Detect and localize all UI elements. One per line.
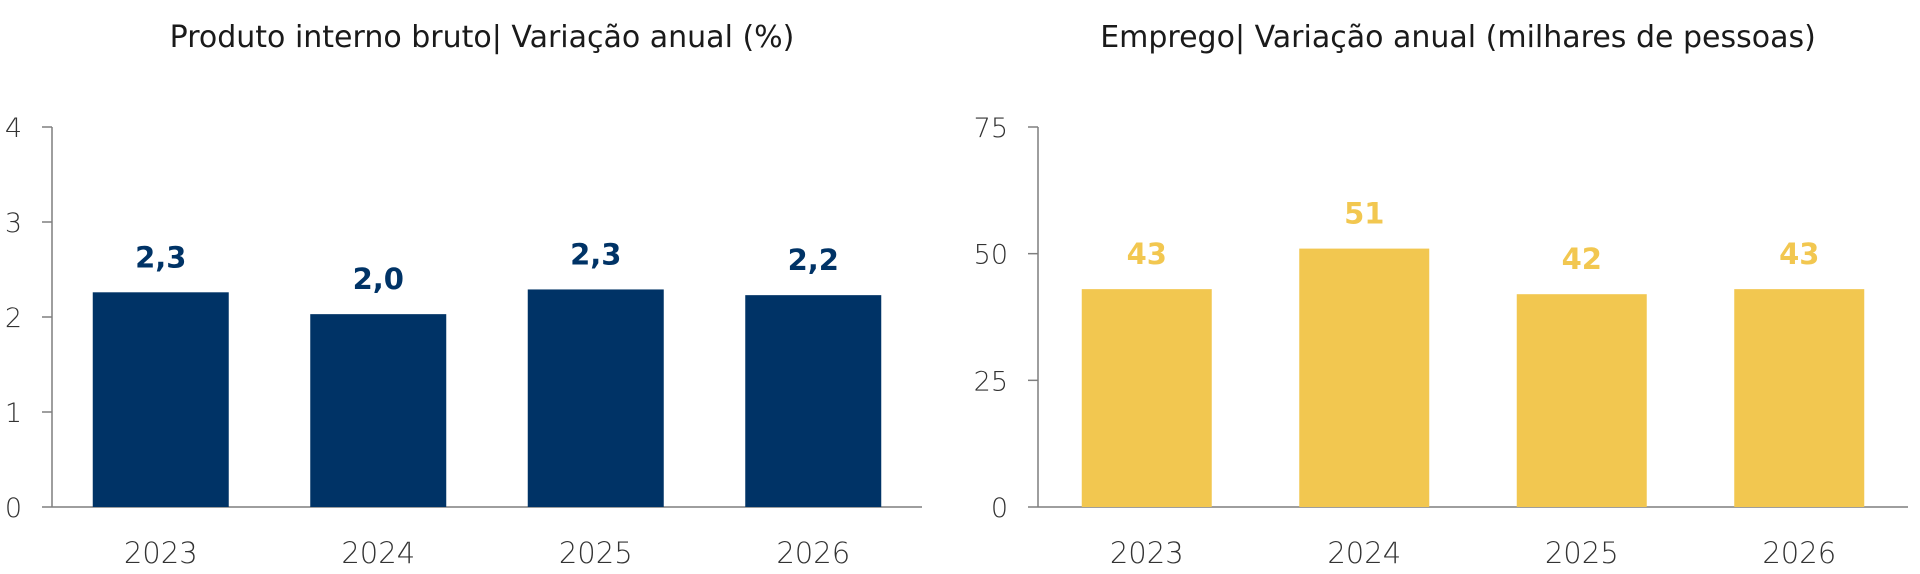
employment-y-tick-label: 0 [991,493,1008,524]
employment-bar-2023 [1081,289,1212,507]
gdp-category-label: 2024 [341,536,415,570]
gdp-y-tick-label: 3 [5,208,22,239]
gdp-category-label: 2025 [559,536,633,570]
gdp-y-tick-label: 4 [5,113,22,144]
employment-category-label: 2024 [1327,536,1401,570]
employment-category-label: 2023 [1110,536,1184,570]
employment-y-tick-label: 75 [974,113,1008,144]
gdp-bar-2024 [310,314,447,507]
employment-data-label: 42 [1562,242,1602,276]
gdp-y-tick-label: 1 [5,398,22,429]
gdp-bar-2026 [745,295,882,507]
gdp-bar-2023 [92,292,229,507]
employment-bar-2026 [1734,289,1865,507]
gdp-chart: Produto interno bruto| Variação anual (%… [5,20,922,570]
gdp-data-label: 2,0 [353,262,404,296]
employment-chart-title: Emprego| Variação anual (milhares de pes… [1100,20,1816,55]
gdp-chart-title: Produto interno bruto| Variação anual (%… [170,20,795,55]
employment-data-label: 43 [1127,237,1167,271]
employment-bar-2025 [1516,294,1647,507]
employment-bar-2024 [1299,248,1430,507]
employment-data-label: 51 [1344,197,1384,231]
employment-y-tick-label: 25 [974,366,1008,397]
gdp-category-label: 2023 [124,536,198,570]
gdp-data-label: 2,3 [570,237,621,271]
gdp-data-label: 2,3 [135,240,186,274]
employment-data-label: 43 [1779,237,1819,271]
employment-y-tick-label: 50 [974,240,1008,271]
employment-category-label: 2026 [1762,536,1836,570]
gdp-data-label: 2,2 [788,243,839,277]
gdp-category-label: 2026 [776,536,850,570]
gdp-y-tick-label: 0 [5,493,22,524]
gdp-bar-2025 [527,289,664,507]
gdp-y-tick-label: 2 [5,303,22,334]
employment-category-label: 2025 [1545,536,1619,570]
employment-chart: Emprego| Variação anual (milhares de pes… [974,20,1908,570]
